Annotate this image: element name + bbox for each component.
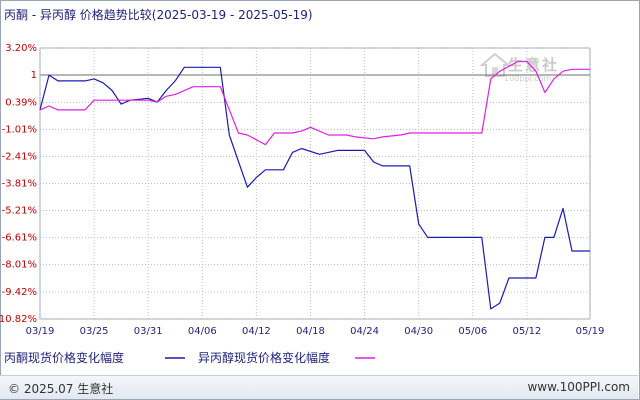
grid <box>39 47 591 320</box>
axes: 3.20% 1 0.39% -1.01% -2.41% -3.81% -5.21% -6.61… <box>0 43 604 337</box>
y-tick-label: -6.61% <box>2 233 37 244</box>
series-line-1 <box>39 66 590 310</box>
y-tick-label: 0.39% <box>5 97 37 108</box>
series <box>39 60 590 310</box>
y-tick-label: -5.21% <box>2 206 37 217</box>
x-tick-label: 04/18 <box>296 326 325 337</box>
x-tick-label: 05/12 <box>512 326 541 337</box>
x-tick-label: 04/24 <box>350 326 379 337</box>
y-tick-label: -1.01% <box>2 124 37 135</box>
y-tick-label: -8.01% <box>2 260 37 271</box>
x-tick-label: 05/06 <box>458 326 487 337</box>
footer-bar: © 2025.07 生意社 www.100PPI.com <box>0 375 638 399</box>
website-link[interactable]: www.100PPI.com <box>527 380 630 394</box>
y-tick-label: -3.81% <box>2 179 37 190</box>
x-tick-label: 03/25 <box>80 326 109 337</box>
series-line-2 <box>39 60 590 146</box>
plot-area <box>39 47 591 320</box>
x-tick-label: 04/06 <box>188 326 217 337</box>
x-tick-label: 03/19 <box>26 326 55 337</box>
copyright-text: © 2025.07 生意社 <box>8 382 114 396</box>
x-tick-label: 03/31 <box>134 326 163 337</box>
y-tick-label: 1 <box>31 70 37 81</box>
legend: 丙酮现货价格变化幅度 异丙醇现货价格变化幅度 <box>4 350 375 365</box>
legend-label-1: 丙酮现货价格变化幅度 <box>4 350 124 365</box>
watermark-text: 生意社 <box>508 56 560 74</box>
y-tick-label: -10.82% <box>0 314 37 325</box>
watermark-subtext: 100ppi.com <box>504 74 552 83</box>
y-tick-label: -9.42% <box>2 287 37 298</box>
y-tick-label: 3.20% <box>5 43 37 54</box>
chart-title: 丙酮 - 异丙醇 价格趋势比较(2025-03-19 - 2025-05-19) <box>4 8 313 22</box>
y-tick-label: -2.41% <box>2 151 37 162</box>
x-tick-label: 04/12 <box>242 326 271 337</box>
x-tick-label: 04/30 <box>404 326 433 337</box>
legend-label-2: 异丙醇现货价格变化幅度 <box>198 350 330 365</box>
x-tick-label: 05/19 <box>576 326 605 337</box>
watermark: 生意社 100ppi.com <box>479 52 557 83</box>
